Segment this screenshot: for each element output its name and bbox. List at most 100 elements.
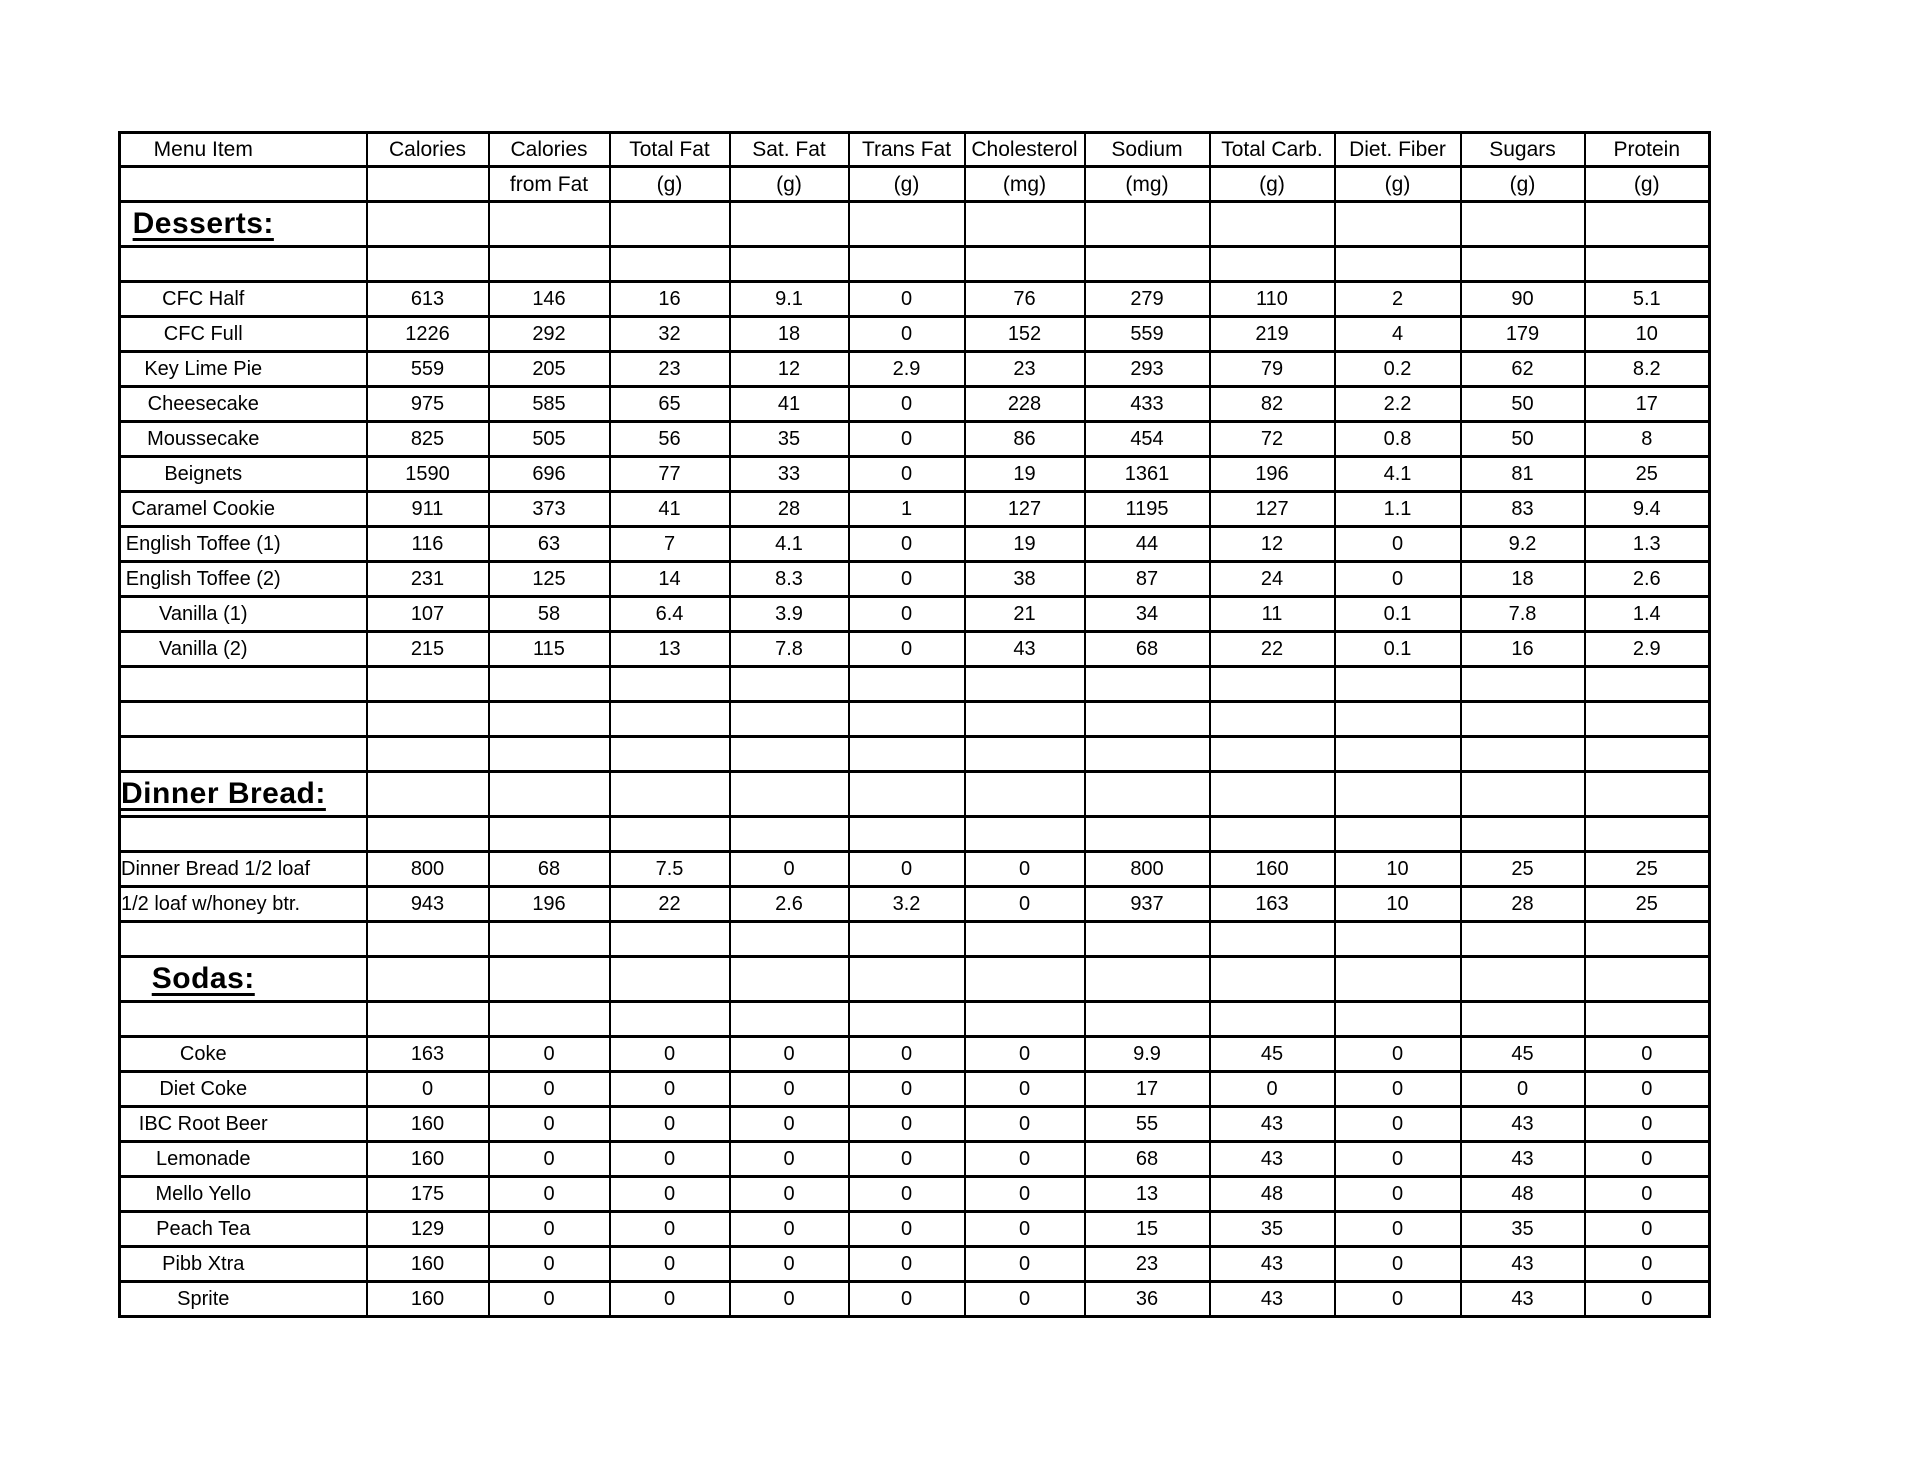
value-cell: 43	[1459, 1280, 1586, 1318]
empty-cell	[728, 770, 850, 818]
empty-cell	[847, 955, 966, 1003]
empty-cell	[365, 815, 490, 853]
value-cell: 17	[1083, 1070, 1211, 1108]
empty-cell	[963, 700, 1086, 738]
value-cell: 0	[847, 850, 966, 888]
value-cell: 4.1	[1333, 455, 1462, 493]
value-cell: 43	[1208, 1140, 1336, 1178]
value-cell: 48	[1208, 1175, 1336, 1213]
empty-cell	[1333, 955, 1462, 1003]
table-row: Vanilla (1) 107 58 6.4 3.9 0 21 34 11 0.1 7.8 1.4	[118, 595, 1711, 633]
value-cell: 0	[365, 1070, 490, 1108]
value-cell: 1226	[365, 315, 490, 353]
empty-cell	[1208, 920, 1336, 958]
value-cell: 18	[728, 315, 850, 353]
value-cell: 110	[1208, 280, 1336, 318]
empty-cell	[365, 955, 490, 1003]
value-cell: 2.6	[1583, 560, 1711, 598]
table-row: Peach Tea 129 0 0 0 0 0 15 35 0 35 0	[118, 1210, 1711, 1248]
empty-cell	[847, 735, 966, 773]
empty-cell	[1333, 815, 1462, 853]
value-cell: 10	[1333, 850, 1462, 888]
value-cell: 35	[1459, 1210, 1586, 1248]
empty-cell	[1333, 1000, 1462, 1038]
table-row: Mello Yello 175 0 0 0 0 0 13 48 0 48 0	[118, 1175, 1711, 1213]
table-row: English Toffee (1) 116 63 7 4.1 0 19 44 12 0 9.2 1.…	[118, 525, 1711, 563]
menu-item-name-cell: Key Lime Pie	[118, 350, 368, 388]
value-cell: 0	[487, 1175, 611, 1213]
header-row: Menu Item Calories Calories Total Fat Sat. F…	[118, 131, 1711, 168]
value-cell: 0	[847, 560, 966, 598]
empty-cell	[487, 735, 611, 773]
value-cell: 45	[1459, 1035, 1586, 1073]
menu-item-name-cell: English Toffee (2)	[118, 560, 368, 598]
value-cell: 160	[365, 1280, 490, 1318]
value-cell: 0	[1333, 1245, 1462, 1283]
empty-cell	[1459, 770, 1586, 818]
value-cell: 21	[963, 595, 1086, 633]
empty-cell	[487, 815, 611, 853]
empty-cell	[847, 1000, 966, 1038]
empty-cell	[1083, 770, 1211, 818]
menu-item-name-cell: Pibb Xtra	[118, 1245, 368, 1283]
menu-item-name-cell: 1/2 loaf w/honey btr.	[118, 885, 368, 923]
empty-cell	[1333, 200, 1462, 248]
value-cell: 28	[1459, 885, 1586, 923]
value-cell: 0.1	[1333, 630, 1462, 668]
empty-cell	[608, 955, 731, 1003]
value-cell: 1361	[1083, 455, 1211, 493]
value-cell: 41	[608, 490, 731, 528]
empty-cell	[963, 200, 1086, 248]
value-cell: 0	[1583, 1035, 1711, 1073]
empty-cell	[1083, 700, 1211, 738]
value-cell: 4.1	[728, 525, 850, 563]
column-header-calories: Calories	[487, 131, 611, 168]
value-cell: 0	[608, 1035, 731, 1073]
value-cell: 48	[1459, 1175, 1586, 1213]
value-cell: 8.3	[728, 560, 850, 598]
empty-cell	[1083, 200, 1211, 248]
value-cell: 8	[1583, 420, 1711, 458]
column-subheader-protein: (g)	[1583, 165, 1711, 203]
section-header-cell: Sodas:	[118, 955, 368, 1003]
value-cell: 0	[608, 1210, 731, 1248]
value-cell: 175	[365, 1175, 490, 1213]
value-cell: 127	[963, 490, 1086, 528]
value-cell: 196	[487, 885, 611, 923]
empty-cell	[847, 920, 966, 958]
value-cell: 11	[1208, 595, 1336, 633]
value-cell: 163	[365, 1035, 490, 1073]
value-cell: 9.9	[1083, 1035, 1211, 1073]
value-cell: 81	[1459, 455, 1586, 493]
table-row: Coke 163 0 0 0 0 0 9.9 45 0 45 0	[118, 1035, 1711, 1073]
column-subheader-total-fat: (g)	[608, 165, 731, 203]
empty-cell	[963, 955, 1086, 1003]
value-cell: 0	[728, 850, 850, 888]
value-cell: 0	[1583, 1140, 1711, 1178]
empty-cell	[847, 815, 966, 853]
value-cell: 86	[963, 420, 1086, 458]
value-cell: 279	[1083, 280, 1211, 318]
empty-cell	[1583, 815, 1711, 853]
value-cell: 0	[1333, 1070, 1462, 1108]
value-cell: 32	[608, 315, 731, 353]
value-cell: 0.8	[1333, 420, 1462, 458]
nutrition-table: Menu Item Calories Calories Total Fat Sat. F…	[118, 131, 1711, 1318]
value-cell: 16	[1459, 630, 1586, 668]
value-cell: 19	[963, 525, 1086, 563]
value-cell: 228	[963, 385, 1086, 423]
menu-item-name-cell: Caramel Cookie	[118, 490, 368, 528]
value-cell: 23	[608, 350, 731, 388]
column-subheader-sat-fat: (g)	[728, 165, 850, 203]
empty-cell	[365, 245, 490, 283]
value-cell: 38	[963, 560, 1086, 598]
empty-cell	[728, 735, 850, 773]
empty-cell	[487, 1000, 611, 1038]
value-cell: 0	[847, 1210, 966, 1248]
column-subheader-sugars: (g)	[1459, 165, 1586, 203]
value-cell: 0	[1333, 1035, 1462, 1073]
menu-item-name-cell: CFC Full	[118, 315, 368, 353]
empty-cell	[1459, 200, 1586, 248]
value-cell: 1.1	[1333, 490, 1462, 528]
empty-cell	[1208, 955, 1336, 1003]
